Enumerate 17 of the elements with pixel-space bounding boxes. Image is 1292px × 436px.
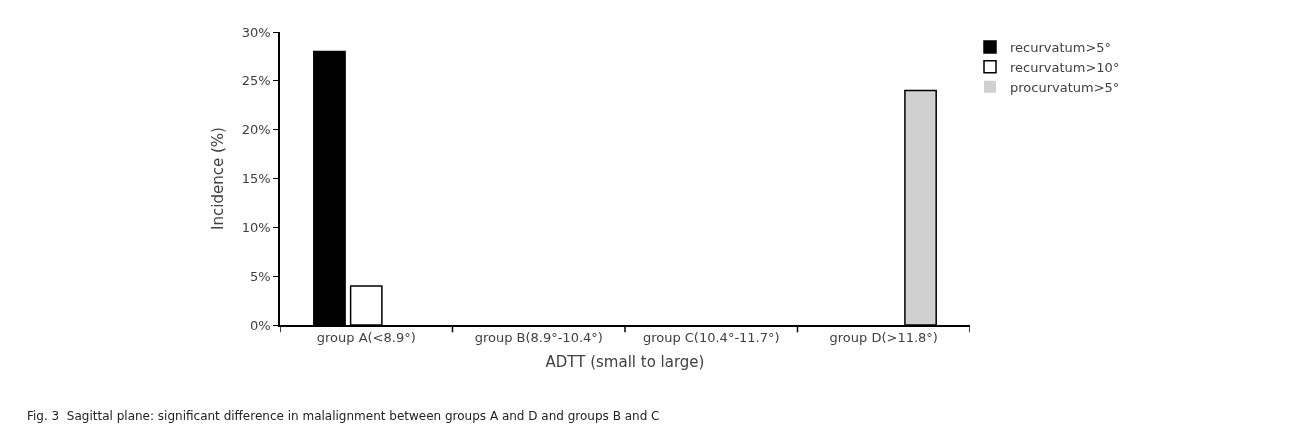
x-tick-label: group B(8.9°-10.4°) bbox=[474, 330, 603, 346]
y-tick-label: 10% bbox=[241, 219, 271, 235]
y-tick-label: 30% bbox=[241, 24, 271, 40]
caption: Fig. 3 Sagittal plane: significant difference in malalignment between groups A and D and groups B and C bbox=[27, 409, 660, 423]
x-axis-title: ADTT (small to large) bbox=[545, 352, 705, 371]
x-tick-label: group D(>11.8°) bbox=[829, 330, 938, 346]
legend-label: recurvatum>10° bbox=[1010, 59, 1120, 75]
y-tick-label: 5% bbox=[250, 268, 271, 284]
y-tick-label: 15% bbox=[241, 171, 271, 187]
legend-label: recurvatum>5° bbox=[1010, 40, 1112, 56]
legend-label: procurvatum>5° bbox=[1010, 79, 1120, 95]
y-tick-label: 20% bbox=[241, 122, 271, 138]
y-tick-label: 0% bbox=[250, 317, 271, 333]
x-tick-label: group A(<8.9°) bbox=[316, 330, 416, 346]
x-tick-label: group C(10.4°-11.7°) bbox=[642, 330, 780, 346]
y-axis-title: Incidence (%) bbox=[209, 127, 228, 230]
y-tick-label: 25% bbox=[241, 73, 271, 89]
